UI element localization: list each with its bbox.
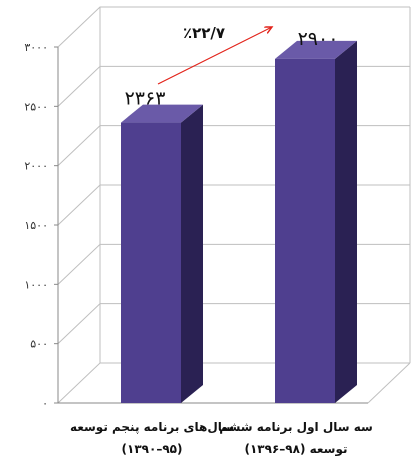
bar-side <box>335 40 357 403</box>
bar-side <box>181 104 203 403</box>
y-tick-label: ۵۰۰ <box>30 338 48 351</box>
bar <box>121 122 181 403</box>
x-category-label: توسعه (۹۸–۱۳۹۶) <box>245 442 348 457</box>
gridline <box>57 362 410 404</box>
gridline <box>57 6 410 48</box>
data-label: ۲۳۶۳ <box>125 88 166 110</box>
gridline <box>57 184 410 226</box>
y-tick-label: ۱۰۰۰ <box>24 278 48 291</box>
y-tick-label: ۱۵۰۰ <box>24 219 48 232</box>
bar <box>275 58 335 403</box>
gridline <box>57 303 410 345</box>
y-tick-label: ۰ <box>42 397 48 410</box>
gridline <box>57 243 410 285</box>
y-tick-label: ۲۰۰۰ <box>24 160 48 173</box>
x-category-label: سال‌های برنامه پنجم توسعه <box>70 420 234 435</box>
x-category-label: سه سال اول برنامه ششم <box>219 420 373 435</box>
gridline <box>57 65 410 107</box>
floor-right-edge <box>367 362 411 404</box>
y-tick-label: ۲۵۰۰ <box>24 100 48 113</box>
growth-annotation: ٪۲۲/۷ <box>183 24 225 42</box>
bar-top <box>275 40 357 59</box>
y-tick-label: ۳۰۰۰ <box>24 41 48 54</box>
x-category-label: (۹۵–۱۳۹۰) <box>122 442 183 456</box>
gridline <box>57 125 410 167</box>
bar-top <box>121 104 203 123</box>
data-label: ۲۹۰۰ <box>298 28 339 50</box>
growth-arrow <box>157 27 272 85</box>
